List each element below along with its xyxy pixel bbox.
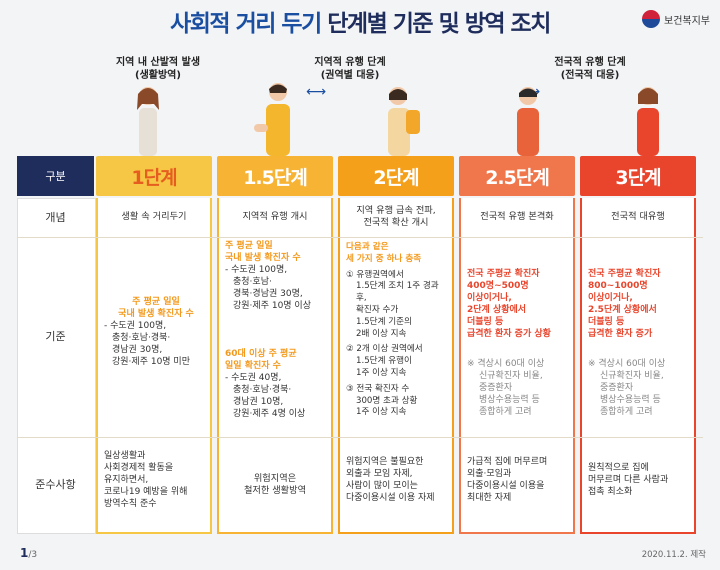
stage-3-compliance: 원칙적으로 집에 머무르며 다른 사람과 접촉 최소화	[588, 463, 669, 497]
stage-2-compliance: 위험지역은 불필요한 외출과 모임 자제, 사람이 많이 모이는 다중이용시설 이용…	[346, 457, 435, 503]
stage-1-5-compliance: 위험지역은 철저한 생활방역	[243, 473, 307, 496]
stage-1-5-column: 1.5단계 지역적 유행 개시 주 평균 일일 국내 발생 확진자 수 - 수도…	[217, 156, 333, 534]
stage-2-criteria: 다음과 같은 세 가지 중 하나 충족 ① 유행권역에서 1.5단계 조치 1주…	[346, 242, 439, 418]
stage-1-compliance: 일상생활과 사회경제적 활동을 유지하면서, 코로나19 예방을 위해 방역수칙 준…	[104, 451, 188, 509]
divider	[17, 237, 703, 238]
stage-1-5-criteria-a: 주 평균 일일 국내 발생 확진자 수 - 수도권 100명, 충청·호남· 경…	[225, 241, 311, 311]
creation-date: 2020.11.2. 제작	[641, 550, 706, 560]
stage-3-concept: 전국적 대유행	[611, 211, 665, 222]
stage-1-5-header: 1.5단계	[217, 156, 333, 196]
stage-2-5-criteria: 전국 주평균 확진자 400명~500명 이상이거나, 2단계 상황에서 더블링 등…	[467, 269, 551, 339]
stage-2-column: 2단계 지역 유행 급속 전파, 전국적 확산 개시 다음과 같은 세 가지 중 …	[338, 156, 454, 534]
page-indicator: 1/3	[20, 546, 38, 560]
stage-1-5-criteria-b: 60대 이상 주 평균 일일 확진자 수 - 수도권 40명, 충청·호남·경북…	[225, 349, 306, 419]
phase-label-3: 전국적 유행 단계 (전국적 대응)	[554, 57, 626, 81]
stage-2-5-compliance: 가급적 집에 머무르며 외출·모임과 다중이용시설 이용을 최대한 자제	[467, 457, 548, 503]
person-illustration-icon	[517, 87, 539, 156]
stage-1-header: 1단계	[96, 156, 212, 196]
stage-3-note: ※ 격상시 60대 이상 신규확진자 비율, 중증환자 병상수용능력 등 종합하…	[588, 359, 666, 417]
stage-2-concept: 지역 유행 급속 전파, 전국적 확산 개시	[356, 205, 436, 228]
stage-1-concept: 생활 속 거리두기	[121, 211, 187, 222]
person-illustration-icon	[637, 87, 659, 156]
person-illustration-icon	[137, 87, 159, 156]
row-header-concept: 개념	[45, 211, 66, 224]
row-header-criteria: 기준	[45, 330, 66, 343]
person-illustration-icon	[254, 83, 290, 156]
person-illustration-icon	[388, 87, 420, 156]
stage-1-5-concept: 지역적 유행 개시	[242, 211, 308, 222]
row-header-panel	[17, 198, 96, 534]
arrow-left-right-icon: ⟷	[306, 84, 327, 100]
ministry-logo: 보건복지부	[642, 10, 710, 28]
phase-label-2: 지역적 유행 단계 (권역별 대응)	[314, 57, 386, 81]
stage-3-header: 3단계	[580, 156, 696, 196]
row-header-compliance: 준수사항	[35, 478, 76, 491]
stage-2-header: 2단계	[338, 156, 454, 196]
taegeuk-icon	[642, 10, 660, 28]
page-title: 사회적 거리 두기 단계별 기준 및 방역 조치	[170, 11, 551, 37]
stage-2-5-note: ※ 격상시 60대 이상 신규확진자 비율, 중증환자 병상수용능력 등 종합하…	[467, 359, 545, 417]
criteria-table: 구분 개념 기준 준수사항 1단계 생활 속 거리두기 주 평균 일일 국내 발…	[17, 156, 703, 534]
stage-1-column: 1단계 생활 속 거리두기 주 평균 일일 국내 발생 확진자 수 - 수도권 …	[96, 156, 212, 534]
stage-2-5-header: 2.5단계	[459, 156, 575, 196]
row-header-stage: 구분	[17, 156, 94, 196]
stage-1-criteria: 주 평균 일일 국내 발생 확진자 수 - 수도권 100명, 충청·호남·경북…	[104, 297, 194, 367]
stage-2-5-concept: 전국적 유행 본격화	[480, 211, 554, 222]
stage-2-5-column: 2.5단계 전국적 유행 본격화 전국 주평균 확진자 400명~500명 이상이…	[459, 156, 575, 534]
stage-3-criteria: 전국 주평균 확진자 800~1000명 이상이거나, 2.5단계 상황에서 더블링…	[588, 269, 661, 339]
divider	[17, 437, 703, 438]
stage-3-column: 3단계 전국적 대유행 전국 주평균 확진자 800~1000명 이상이거나, 2.…	[580, 156, 696, 534]
phase-label-1: 지역 내 산발적 발생 (생활방역)	[115, 57, 201, 81]
